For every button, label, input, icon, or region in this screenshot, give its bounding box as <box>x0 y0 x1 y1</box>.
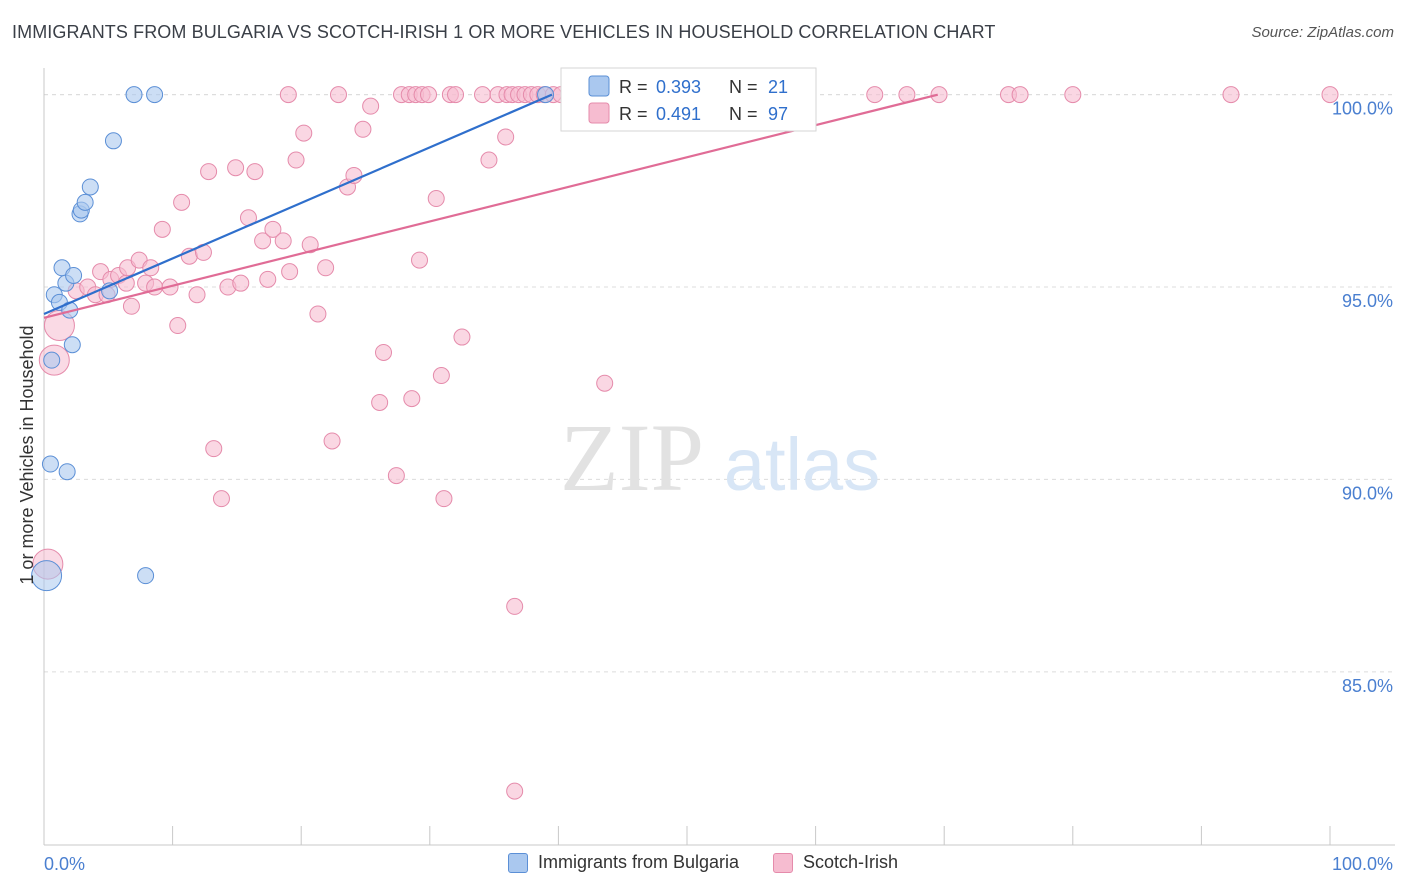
stats-n-value-blue: 21 <box>768 77 788 97</box>
point-scotch-irish-44 <box>329 86 347 104</box>
point-scotch-irish-54 <box>403 390 421 408</box>
watermark-zip: ZIP <box>560 404 704 511</box>
legend-item-bulgaria: Immigrants from Bulgaria <box>507 852 740 873</box>
point-scotch-irish-57 <box>420 86 438 104</box>
point-bulgaria-16 <box>104 132 122 150</box>
point-bulgaria-18 <box>137 567 155 585</box>
point-scotch-irish-94 <box>1222 86 1240 104</box>
point-scotch-irish-95 <box>1321 86 1339 104</box>
series-legend: Immigrants from Bulgaria Scotch-Irish <box>0 852 1406 873</box>
trend-lines <box>43 93 939 319</box>
point-scotch-irish-73 <box>506 782 524 800</box>
point-scotch-irish-35 <box>274 232 292 250</box>
point-scotch-irish-41 <box>309 305 327 323</box>
point-scotch-irish-88 <box>866 86 884 104</box>
stats-r-label-pink: R = <box>619 104 648 124</box>
axes <box>43 68 1395 846</box>
point-scotch-irish-64 <box>453 328 471 346</box>
point-bulgaria-17 <box>125 86 143 104</box>
legend-label-scotch-irish: Scotch-Irish <box>803 852 899 872</box>
stats-n-label-blue: N = <box>729 77 758 97</box>
point-scotch-irish-40 <box>301 236 319 254</box>
point-scotch-irish-32 <box>254 232 272 250</box>
trend-line-bulgaria <box>43 93 553 315</box>
legend-item-scotch-irish: Scotch-Irish <box>773 852 898 873</box>
point-scotch-irish-49 <box>371 393 389 411</box>
point-scotch-irish-51 <box>387 467 405 485</box>
point-scotch-irish-17 <box>153 220 171 238</box>
y-tick-label-90: 90.0% <box>1342 483 1393 503</box>
point-scotch-irish-58 <box>411 251 429 269</box>
point-scotch-irish-39 <box>295 124 313 142</box>
stats-n-label-pink: N = <box>729 104 758 124</box>
legend-swatch-scotch-irish <box>773 852 794 873</box>
point-bulgaria-2 <box>43 351 61 369</box>
gridlines <box>44 94 1395 673</box>
point-scotch-irish-25 <box>205 440 223 458</box>
y-tick-label-100: 100.0% <box>1332 99 1393 119</box>
stats-n-value-pink: 97 <box>768 104 788 124</box>
stats-r-label-blue: R = <box>619 77 648 97</box>
point-scotch-irish-33 <box>259 270 277 288</box>
point-scotch-irish-50 <box>375 343 393 361</box>
point-scotch-irish-90 <box>930 86 948 104</box>
point-scotch-irish-47 <box>354 120 372 138</box>
point-bulgaria-1 <box>41 455 59 473</box>
point-scotch-irish-43 <box>323 432 341 450</box>
point-scotch-irish-61 <box>435 490 453 508</box>
point-bulgaria-10 <box>65 266 83 284</box>
point-scotch-irish-65 <box>474 86 492 104</box>
point-scotch-irish-20 <box>173 193 191 211</box>
point-scotch-irish-81 <box>596 374 614 392</box>
x-tick-label-0: 0.0% <box>44 854 85 874</box>
point-scotch-irish-48 <box>362 97 380 115</box>
watermark: ZIP atlas <box>560 404 880 511</box>
point-scotch-irish-24 <box>200 163 218 181</box>
chart-title: IMMIGRANTS FROM BULGARIA VS SCOTCH-IRISH… <box>12 22 996 42</box>
point-scotch-irish-36 <box>281 263 299 281</box>
watermark-atlas: atlas <box>724 423 880 506</box>
point-scotch-irish-63 <box>447 86 465 104</box>
stats-r-value-blue: 0.393 <box>656 77 701 97</box>
stats-legend-swatch-pink <box>588 102 610 124</box>
point-scotch-irish-66 <box>480 151 498 169</box>
point-bulgaria-8 <box>58 463 76 481</box>
point-scotch-irish-34 <box>264 220 282 238</box>
legend-swatch-bulgaria <box>507 852 528 873</box>
legend-label-bulgaria: Immigrants from Bulgaria <box>537 852 740 872</box>
source-credit: Source: ZipAtlas.com <box>1251 24 1394 41</box>
trend-line-scotch-irish <box>43 93 939 319</box>
point-scotch-irish-29 <box>232 274 250 292</box>
y-tick-label-95: 95.0% <box>1342 291 1393 311</box>
point-scotch-irish-38 <box>287 151 305 169</box>
point-bulgaria-0 <box>31 560 63 592</box>
point-scotch-irish-26 <box>212 490 230 508</box>
stats-legend-swatch-blue <box>588 75 610 97</box>
y-axis-label: 1 or more Vehicles in Household <box>17 325 37 584</box>
point-scotch-irish-42 <box>317 259 335 277</box>
point-scotch-irish-92 <box>1011 86 1029 104</box>
point-scotch-irish-60 <box>432 367 450 385</box>
point-scotch-irish-59 <box>427 190 445 208</box>
point-bulgaria-13 <box>76 193 94 211</box>
point-bulgaria-9 <box>63 336 81 354</box>
point-scotch-irish-19 <box>169 317 187 335</box>
stats-legend: R = 0.393 N = 21 R = 0.491 N = 97 <box>560 67 817 132</box>
point-scotch-irish-93 <box>1064 86 1082 104</box>
point-scotch-irish-22 <box>188 286 206 304</box>
point-scotch-irish-31 <box>246 163 264 181</box>
point-bulgaria-14 <box>81 178 99 196</box>
stats-r-value-pink: 0.491 <box>656 104 701 124</box>
x-tick-label-100: 100.0% <box>1332 854 1393 874</box>
point-scotch-irish-72 <box>506 597 524 615</box>
point-scotch-irish-68 <box>497 128 515 146</box>
point-scotch-irish-12 <box>122 297 140 315</box>
tick-labels: 85.0% 90.0% 95.0% 100.0% 0.0% 100.0% <box>44 99 1393 874</box>
y-tick-label-85: 85.0% <box>1342 676 1393 696</box>
point-scotch-irish-37 <box>279 86 297 104</box>
point-bulgaria-19 <box>146 86 164 104</box>
point-scotch-irish-28 <box>227 159 245 177</box>
